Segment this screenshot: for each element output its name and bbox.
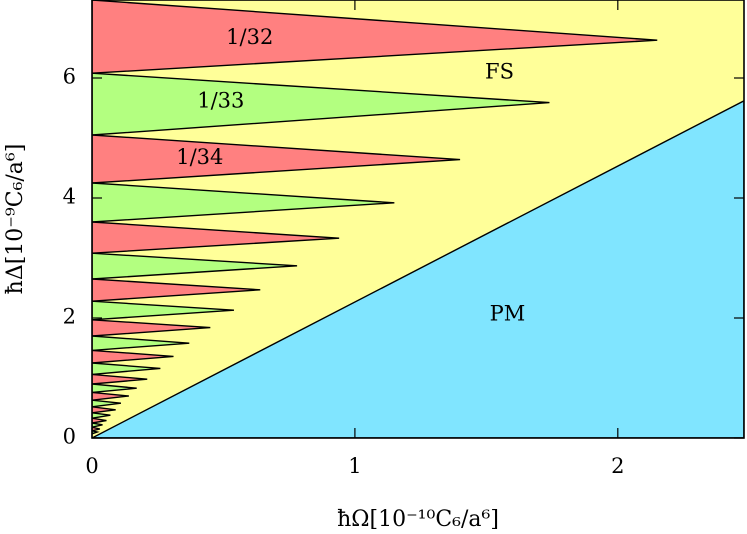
pm-region [92,100,744,438]
lobe-red [92,0,658,74]
lobe-red [92,349,174,364]
region-label-fs: FS [485,60,514,84]
lobe-green [92,362,161,376]
lobe-red [92,426,101,432]
lobe-green [92,72,550,136]
lobe-label: 1/33 [197,89,244,113]
x-tick-label: 1 [348,454,361,478]
lobe-red [92,221,340,254]
lobe-green [92,252,298,280]
lobe-green [92,383,137,394]
lobe-green [92,430,100,435]
lobe-green [92,335,190,352]
axis-ticks: 0 1 2 0 2 4 6 [63,0,744,478]
lobe-red [92,278,261,302]
y-tick-label: 4 [63,185,76,209]
region-label-pm: PM [490,302,526,326]
lobe-label: 1/34 [176,145,223,169]
x-tick-label: 2 [611,454,624,478]
lobe-green [92,182,395,223]
lobe-label: 1/32 [226,25,273,49]
lobe-red [92,406,116,414]
lobe-green [92,300,235,321]
plot-area [92,0,744,438]
plot-frame [91,0,745,439]
lobe-red [92,134,461,184]
lobe-green [92,422,103,428]
lobe-green [92,412,111,419]
x-tick-label: 0 [85,454,98,478]
y-tick-label: 6 [63,65,76,89]
x-axis-label: ħΩ[10⁻¹⁰C₆/a⁶] [337,507,499,532]
lobe-green [92,399,122,408]
lobe-red [92,319,211,337]
y-tick-label: 0 [63,425,76,449]
y-axis-label: ħΔ[10⁻⁹C₆/a⁶] [3,144,28,295]
region-labels: 1/32 1/33 1/34 FS PM [176,25,525,326]
lobe-red [92,391,129,401]
lobe-red [92,373,148,385]
lobe-red [92,417,107,424]
y-tick-label: 2 [63,305,76,329]
